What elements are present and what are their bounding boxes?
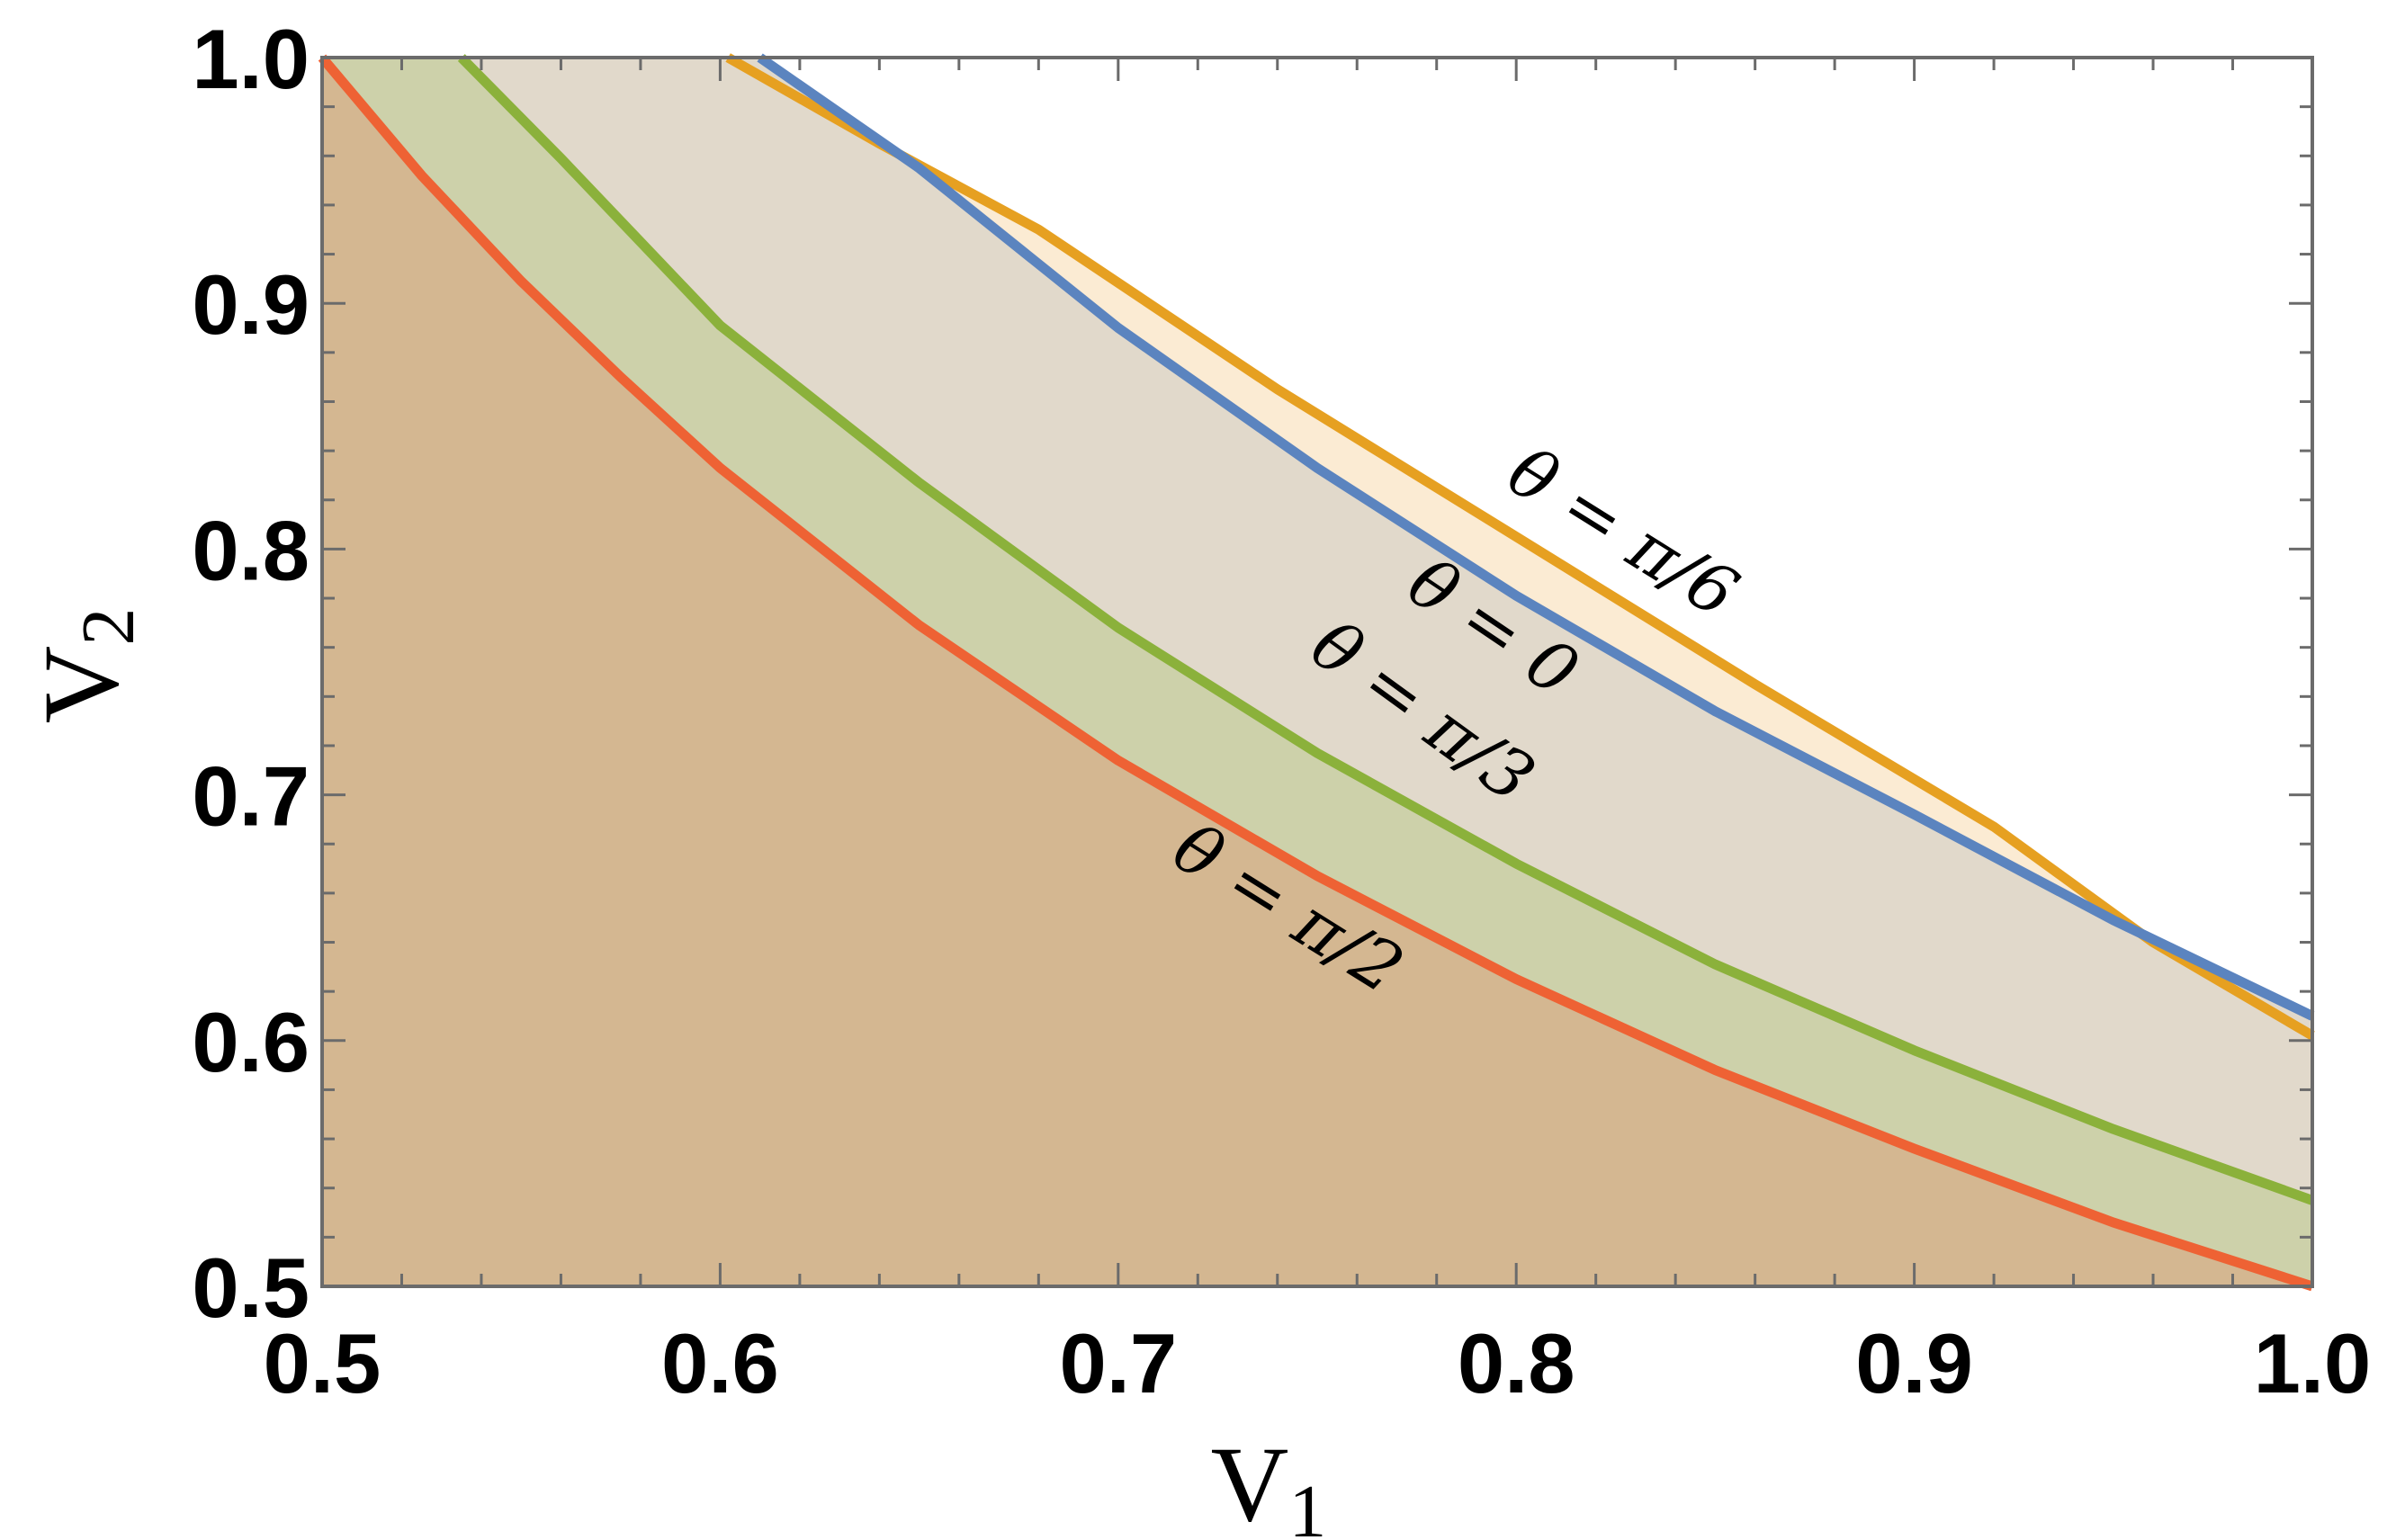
y-axis-title: V2 (21, 608, 150, 724)
x-tick-label: 0.7 (1059, 1316, 1177, 1410)
series-line-pi3 (457, 54, 2314, 1205)
series-lines (318, 53, 2315, 1292)
y-tick-label: 0.8 (192, 503, 310, 597)
x-axis-title-main: V (1211, 1424, 1289, 1540)
y-tick-label: 0.9 (192, 257, 310, 352)
y-tick-labels: 0.5 0.6 0.7 0.8 0.9 1.0 (192, 12, 310, 1335)
x-tick-label: 1.0 (2254, 1316, 2372, 1410)
x-tick-label: 0.8 (1458, 1316, 1575, 1410)
axis-ticks (320, 56, 2314, 1288)
y-tick-label: 1.0 (192, 12, 310, 106)
x-tick-label: 0.6 (661, 1316, 779, 1410)
x-axis-title-subscript: 1 (1288, 1470, 1326, 1540)
x-axis-title: V1 (1211, 1424, 1327, 1540)
y-axis-title-main: V (21, 646, 140, 724)
x-tick-label: 0.9 (1855, 1316, 1973, 1410)
x-tick-label: 0.5 (264, 1316, 381, 1410)
series-line-pi6 (725, 53, 2315, 1041)
fill-area-pi2 (322, 58, 2312, 1286)
x-tick-labels: 0.5 0.6 0.7 0.8 0.9 1.0 (264, 1316, 2372, 1410)
plot-frame (320, 56, 2314, 1288)
series-line-pi2 (318, 54, 2314, 1292)
fill-areas (322, 58, 2312, 1286)
series-line-zero (757, 53, 2315, 1021)
y-tick-label: 0.6 (192, 995, 310, 1089)
y-axis-title-subscript: 2 (67, 608, 150, 646)
y-tick-label: 0.7 (192, 749, 310, 844)
y-tick-label: 0.5 (192, 1240, 310, 1335)
